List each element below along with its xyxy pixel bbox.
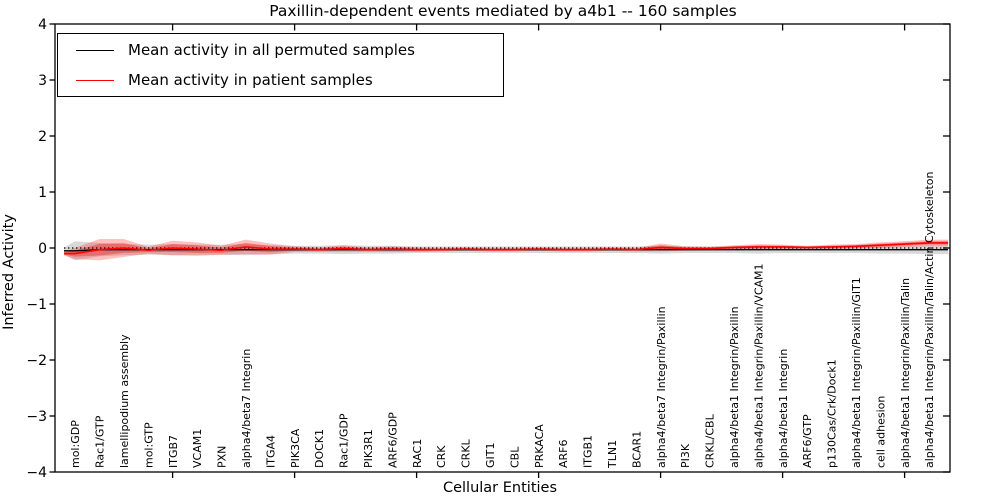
y-tick-label: −1 xyxy=(26,297,47,313)
legend-item-patient: Mean activity in patient samples xyxy=(58,66,503,94)
category-label: CRK xyxy=(435,445,448,468)
legend-label-permuted: Mean activity in all permuted samples xyxy=(128,41,415,59)
permuted-range-band xyxy=(64,241,948,261)
category-label: alpha4/beta7 Integrin/Paxillin xyxy=(655,306,668,468)
category-label: Rac1/GDP xyxy=(338,413,351,468)
category-label: PXN xyxy=(216,446,229,468)
legend-item-permuted: Mean activity in all permuted samples xyxy=(58,36,503,64)
category-label: alpha4/beta7 Integrin xyxy=(240,349,253,468)
chart-title: Paxillin-dependent events mediated by a4… xyxy=(269,2,737,20)
y-tick-label: −4 xyxy=(26,465,47,481)
category-label: DOCK1 xyxy=(313,429,326,468)
category-label: CRKL/CBL xyxy=(704,413,717,468)
y-tick-label: −3 xyxy=(26,409,47,425)
category-label: p130Cas/Crk/Dock1 xyxy=(826,359,839,468)
category-label: alpha4/beta1 Integrin/Paxillin xyxy=(728,306,741,468)
category-label: ITGA4 xyxy=(264,435,277,468)
category-label: alpha4/beta1 Integrin/Paxillin/VCAM1 xyxy=(752,263,765,468)
patient-mean-line xyxy=(64,242,948,255)
category-label: TLN1 xyxy=(606,440,619,469)
category-label: ITGB1 xyxy=(582,435,595,468)
category-label: CBL xyxy=(508,446,521,468)
category-label: lamellipodium assembly xyxy=(118,334,131,468)
legend-label-patient: Mean activity in patient samples xyxy=(128,71,373,89)
legend-line-permuted-icon xyxy=(76,49,114,51)
y-tick-label: 0 xyxy=(38,241,47,257)
category-label: mol:GTP xyxy=(142,422,155,468)
legend-line-patient-icon xyxy=(76,79,114,81)
category-label: GIT1 xyxy=(484,443,497,469)
y-tick-label: 4 xyxy=(38,17,47,33)
y-tick-label: 2 xyxy=(38,129,47,145)
category-label: mol:GDP xyxy=(69,420,82,468)
category-label: RAC1 xyxy=(411,439,424,468)
category-label: CRKL xyxy=(460,438,473,468)
category-label: BCAR1 xyxy=(630,431,643,468)
category-label: PIK3CA xyxy=(289,428,302,468)
y-tick-label: 3 xyxy=(38,73,47,89)
category-label: PIK3R1 xyxy=(362,429,375,468)
category-label: Rac1/GTP xyxy=(94,415,107,468)
y-tick-label: −2 xyxy=(26,353,47,369)
category-label: alpha4/beta1 Integrin/Paxillin/Talin/Act… xyxy=(923,171,936,468)
category-label: VCAM1 xyxy=(191,429,204,468)
x-axis-title: Cellular Entities xyxy=(442,480,558,496)
category-label: ARF6 xyxy=(557,440,570,469)
category-label: ITGB7 xyxy=(167,435,180,468)
category-label: PRKACA xyxy=(533,424,546,468)
category-label: alpha4/beta1 Integrin/Paxillin/Talin xyxy=(899,278,912,468)
category-label: alpha4/beta1 Integrin xyxy=(777,349,790,468)
category-label: PI3K xyxy=(679,443,692,468)
legend: Mean activity in all permuted samples Me… xyxy=(57,33,504,97)
category-label: ARF6/GDP xyxy=(386,412,399,468)
y-axis-title: Inferred Activity xyxy=(1,214,17,330)
y-tick-label: 1 xyxy=(38,185,47,201)
category-label: alpha4/beta1 Integrin/Paxillin/GIT1 xyxy=(850,277,863,468)
category-label: cell adhesion xyxy=(874,396,887,468)
category-label: ARF6/GTP xyxy=(801,414,814,468)
